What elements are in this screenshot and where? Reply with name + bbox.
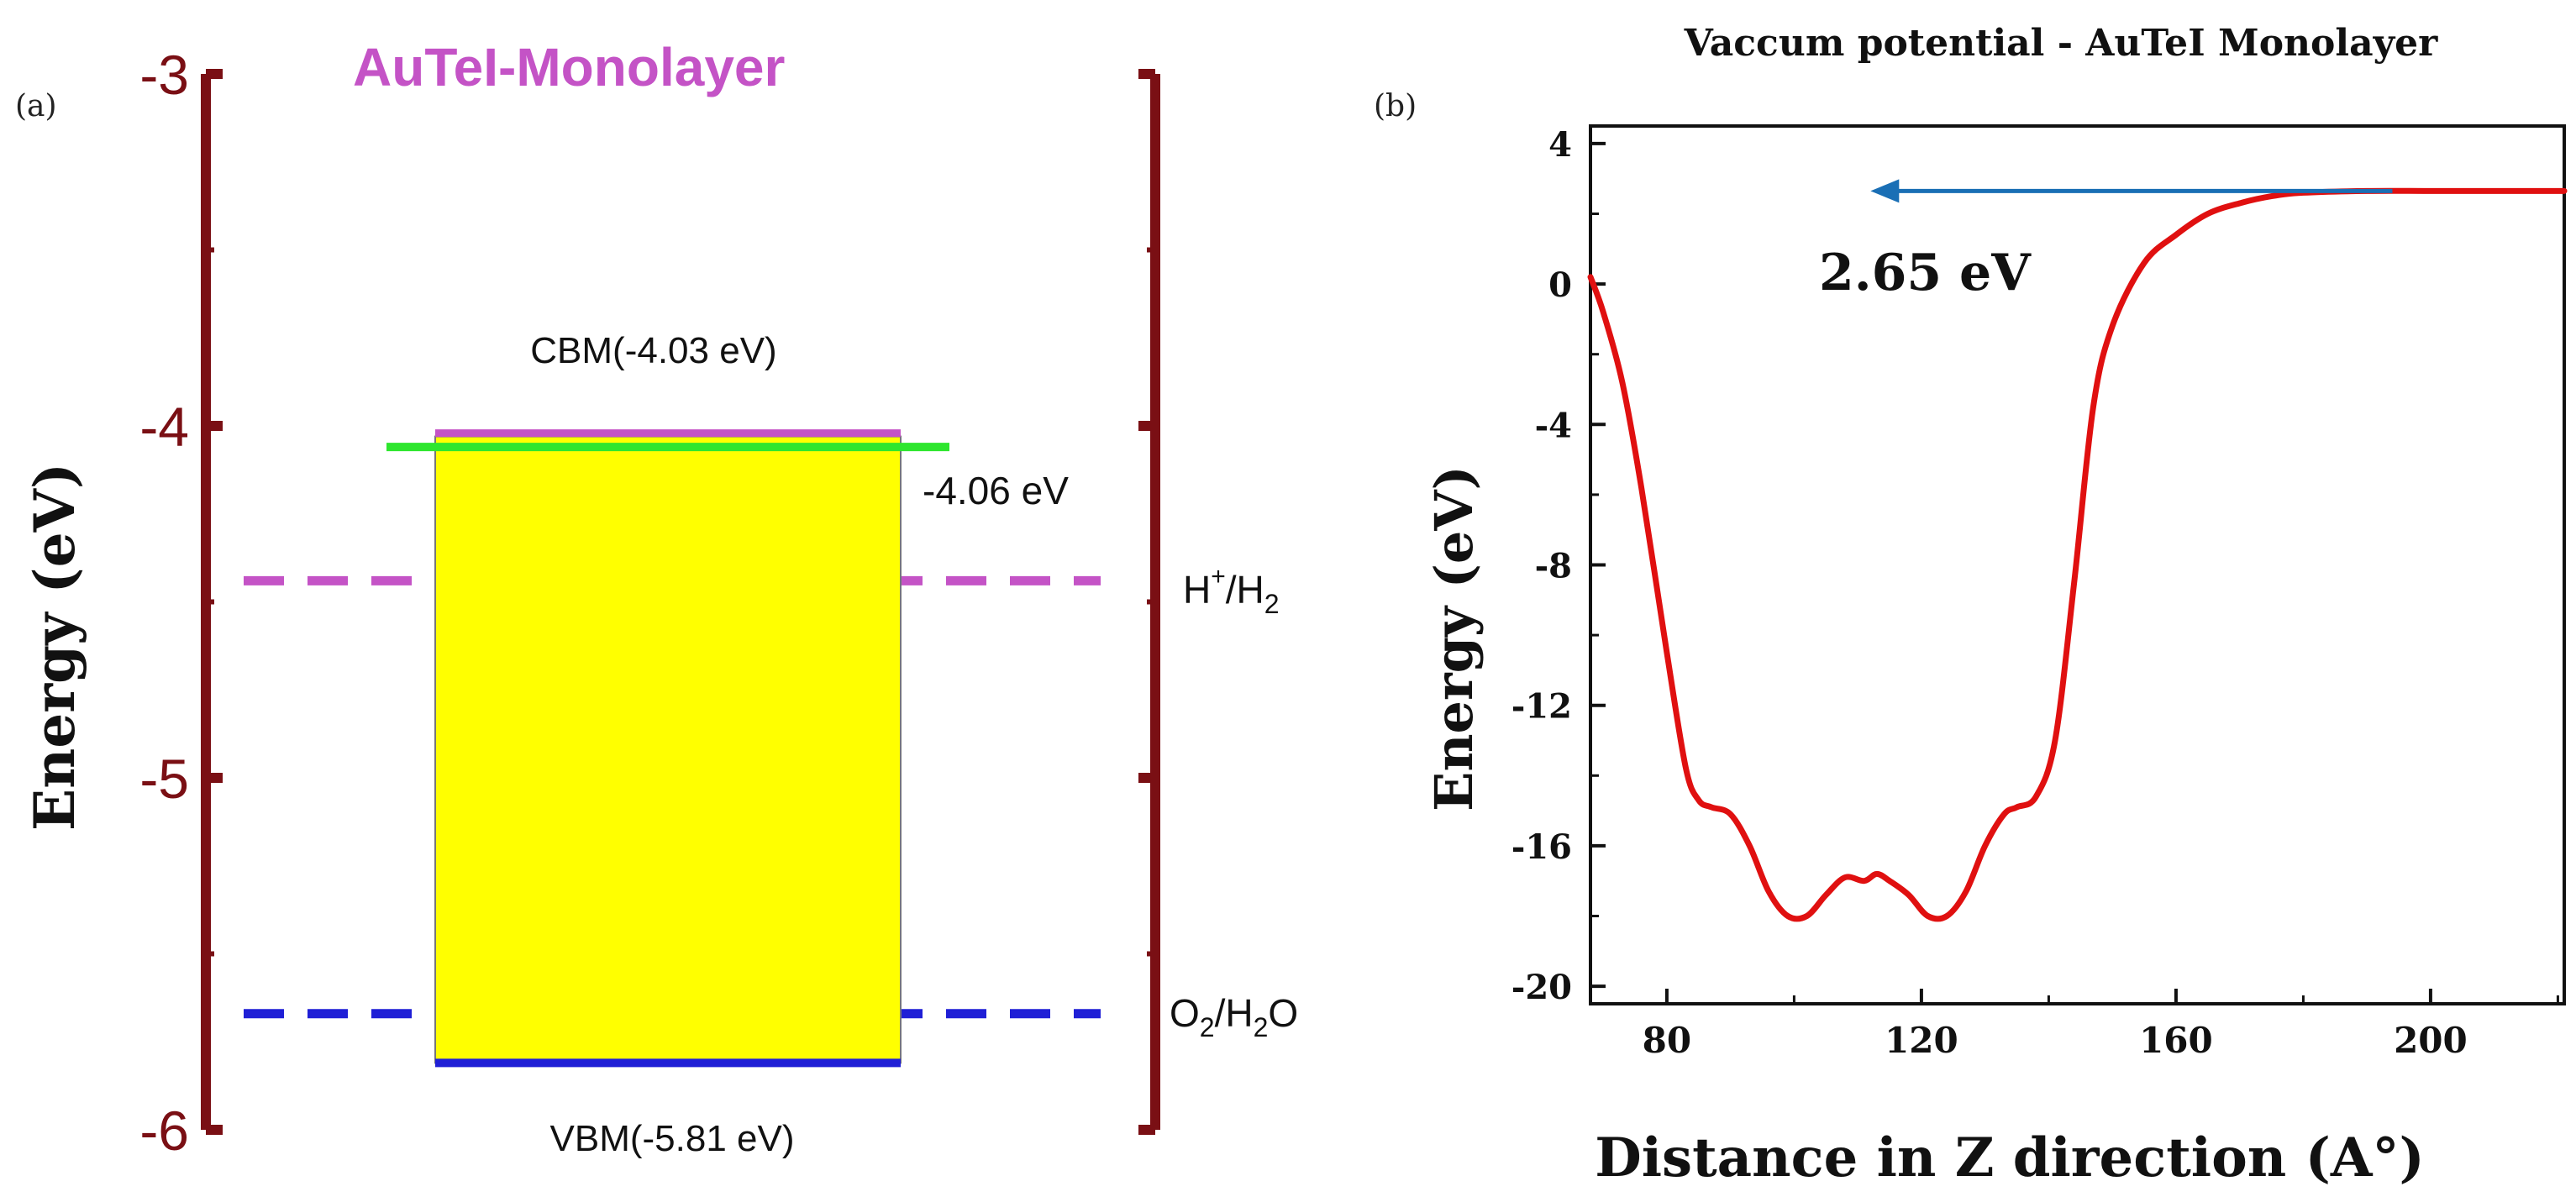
y-tick-label: 0 <box>1548 265 1572 305</box>
panel-b-ticks: 80 120 160 200 4 0 -4 -8 -12 -16 -20 <box>1511 125 2559 1061</box>
x-tick-label: 120 <box>1885 1020 1958 1061</box>
panel-b: (b) Vaccum potential - AuTeI Monolayer D… <box>1374 22 2568 1189</box>
panel-a-left-axis <box>201 69 223 1135</box>
y-tick-label: -6 <box>139 1100 189 1162</box>
y-tick-label: 4 <box>1548 125 1572 165</box>
o-reference-label: O2/H2O <box>1170 991 1298 1042</box>
panel-a-right-axis <box>1138 69 1160 1135</box>
h-reference-label: H+/H2 <box>1183 563 1280 619</box>
y-tick-label: -4 <box>139 396 189 458</box>
panel-b-ylabel: Energy (eV) <box>1423 465 1485 811</box>
panel-a-ylabel: Energy (eV) <box>22 463 87 831</box>
band-gap-box <box>434 435 902 1064</box>
h-label-sub: 2 <box>1264 589 1280 619</box>
vacuum-arrow-label: 2.65 eV <box>1819 244 2032 302</box>
y-tick-label: -12 <box>1511 687 1572 727</box>
panel-a-tick-labels: -3 -4 -5 -6 <box>139 44 189 1162</box>
panel-a: (a) AuTeI-Monolayer Energy (eV) -3 -4 -5 -6… <box>15 37 1298 1162</box>
x-tick-label: 200 <box>2394 1020 2468 1061</box>
o-label-tail: O <box>1268 991 1298 1035</box>
x-tick-label: 80 <box>1643 1020 1691 1061</box>
y-tick-label: -16 <box>1511 827 1572 867</box>
o-label-sub2: 2 <box>1254 1012 1269 1042</box>
panel-b-xlabel: Distance in Z direction (A°) <box>1595 1126 2425 1189</box>
y-tick-label: -20 <box>1511 968 1572 1007</box>
y-tick-label: -5 <box>139 748 189 810</box>
panel-a-label: (a) <box>15 89 57 123</box>
vbm-label: VBM(-5.81 eV) <box>550 1118 795 1159</box>
o-label-end: /H <box>1215 991 1254 1035</box>
level-label: -4.06 eV <box>923 469 1069 512</box>
o-label-main: O <box>1170 991 1200 1035</box>
h-label-main: H <box>1183 568 1211 612</box>
o-label-sub: 2 <box>1200 1012 1215 1042</box>
vacuum-arrowhead <box>1870 179 1900 203</box>
y-tick-label: -3 <box>139 44 189 106</box>
panel-b-title: Vaccum potential - AuTeI Monolayer <box>1684 22 2439 65</box>
potential-curve <box>1587 187 2568 922</box>
panel-b-label: (b) <box>1374 89 1417 123</box>
panel-a-title: AuTeI-Monolayer <box>353 37 785 97</box>
h-label-mid: /H <box>1226 568 1264 612</box>
cbm-label: CBM(-4.03 eV) <box>530 330 776 371</box>
y-tick-label: -8 <box>1535 547 1572 586</box>
y-tick-label: -4 <box>1535 406 1572 445</box>
h-label-sup: + <box>1211 563 1226 591</box>
x-tick-label: 160 <box>2139 1020 2213 1061</box>
